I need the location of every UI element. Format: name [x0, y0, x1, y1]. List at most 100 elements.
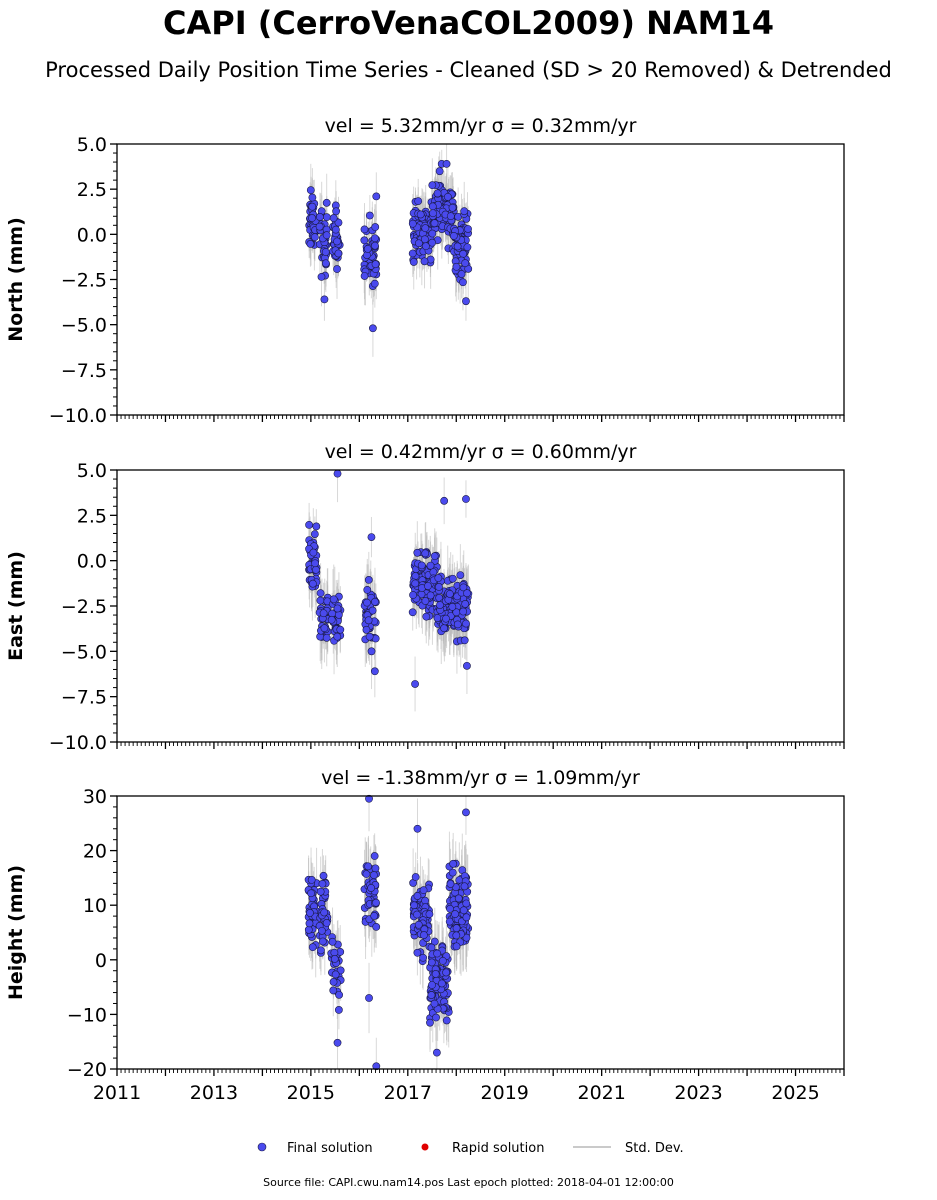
final-solution-point: [333, 237, 341, 246]
final-solution-point: [371, 234, 379, 243]
legend-rapid-label: Rapid solution: [452, 1141, 544, 1156]
final-solution-point: [320, 624, 329, 633]
final-solution-point: [310, 530, 319, 538]
final-solution-point: [427, 991, 436, 999]
final-solution-point: [320, 295, 329, 304]
final-solution-point: [308, 943, 317, 952]
y-tick-label: −10.0: [49, 732, 107, 754]
final-solution-point: [318, 879, 327, 888]
final-solution-point: [462, 619, 470, 628]
final-solution-point: [463, 243, 472, 252]
final-solution-point: [413, 824, 422, 833]
final-solution-point: [409, 591, 417, 599]
final-solution-point: [317, 272, 326, 281]
final-solution-point: [319, 871, 328, 880]
x-tick-label: 2017: [384, 1082, 432, 1104]
final-solution-point: [460, 636, 469, 645]
final-solution-point: [420, 931, 428, 939]
final-solution-point: [306, 240, 315, 248]
final-solution-point: [336, 625, 345, 634]
final-solution-point: [435, 167, 444, 176]
final-solution-point: [318, 937, 327, 946]
final-solution-point: [432, 1048, 441, 1057]
final-solution-point: [364, 616, 373, 625]
final-solution-point: [451, 910, 459, 918]
final-solution-point: [459, 278, 467, 287]
final-solution-point: [459, 249, 468, 258]
final-solution-point: [428, 981, 436, 989]
final-solution-point: [304, 925, 313, 934]
final-solution-point: [452, 262, 461, 271]
final-solution-point: [334, 218, 343, 227]
final-solution-point: [425, 910, 434, 919]
final-solution-point: [459, 906, 468, 915]
panel-title: vel = -1.38mm/yr σ = 1.09mm/yr: [321, 767, 640, 789]
final-solution-point: [433, 189, 442, 198]
final-solution-point: [449, 231, 458, 240]
x-tick-label: 2025: [771, 1082, 819, 1104]
final-solution-point: [312, 522, 321, 531]
final-solution-point: [372, 1062, 381, 1071]
final-solution-point: [459, 607, 468, 616]
final-solution-point: [408, 249, 417, 258]
final-solution-point: [365, 794, 373, 803]
final-solution-point: [334, 610, 343, 619]
final-solution-point: [452, 942, 461, 951]
final-solution-point: [316, 213, 324, 221]
final-solution-point: [430, 937, 439, 946]
final-solution-point: [321, 248, 330, 256]
final-solution-point: [306, 186, 315, 195]
final-solution-point: [453, 242, 462, 251]
final-solution-point: [368, 606, 377, 615]
final-solution-point: [362, 625, 371, 634]
final-solution-point: [362, 870, 371, 878]
final-solution-point: [371, 241, 379, 250]
final-solution-point: [306, 909, 314, 917]
final-solution-point: [462, 495, 470, 503]
y-tick-label: −2.5: [61, 596, 107, 618]
final-solution-point: [452, 931, 461, 940]
final-solution-point: [411, 579, 420, 588]
final-solution-point: [431, 970, 440, 978]
x-tick-label: 2015: [287, 1082, 335, 1104]
final-solution-point: [370, 667, 379, 676]
final-solution-point: [308, 214, 316, 222]
final-solution-point: [428, 238, 437, 247]
final-solution-point: [315, 222, 324, 231]
final-solution-point: [445, 590, 454, 598]
final-solution-point: [369, 324, 377, 333]
final-solution-point: [319, 609, 328, 618]
final-solution-point: [365, 211, 374, 220]
final-solution-point: [426, 1018, 434, 1027]
panel-east: vel = 0.42mm/yr σ = 0.60mm/yr East (mm) −1…: [5, 441, 845, 754]
final-solution-point: [421, 597, 430, 605]
final-solution-point: [457, 270, 466, 278]
final-solution-point: [415, 239, 423, 248]
legend-final-label: Final solution: [287, 1141, 373, 1156]
final-solution-point: [428, 202, 437, 211]
final-solution-point: [367, 884, 376, 892]
final-solution-point: [305, 919, 314, 928]
axes-frame: [116, 469, 845, 743]
final-solution-point: [433, 949, 442, 958]
y-axis-label: North (mm): [5, 217, 27, 342]
final-solution-point: [432, 1013, 440, 1022]
final-solution-point: [333, 632, 342, 641]
x-tick-label: 2021: [577, 1082, 625, 1104]
y-tick-label: −10.0: [49, 405, 107, 427]
final-solution-point: [419, 886, 428, 895]
y-tick-label: −7.5: [61, 687, 107, 709]
final-solution-point: [333, 1038, 342, 1047]
final-solution-point: [452, 924, 461, 933]
y-tick-label: 20: [83, 841, 107, 863]
final-solution-point: [329, 595, 338, 604]
final-solution-point: [333, 265, 341, 273]
final-solution-point: [370, 912, 379, 920]
final-solution-point: [307, 876, 316, 884]
final-solution-point: [409, 258, 418, 266]
final-solution-point: [414, 920, 423, 929]
final-solution-point: [322, 198, 331, 207]
final-solution-point: [332, 207, 341, 216]
final-solution-point: [434, 574, 443, 582]
x-tick-label: 2011: [93, 1082, 141, 1104]
